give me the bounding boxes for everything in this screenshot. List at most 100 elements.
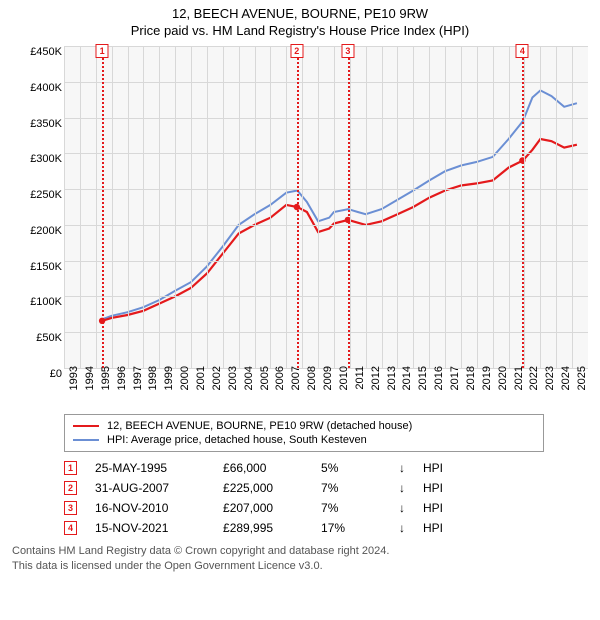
sale-marker-badge: 2: [64, 481, 77, 495]
sale-hpi-suffix: HPI: [423, 521, 443, 535]
x-gridline: [556, 46, 557, 368]
x-tick-label: 2009: [322, 366, 324, 404]
sale-arrow-icon: ↓: [399, 501, 405, 515]
x-tick-label: 2018: [465, 366, 467, 404]
y-tick-label: £400K: [28, 82, 62, 94]
x-tick-label: 2024: [560, 366, 562, 404]
x-tick-label: 1999: [163, 366, 165, 404]
x-gridline: [413, 46, 414, 368]
y-tick-label: £250K: [28, 189, 62, 201]
x-gridline: [207, 46, 208, 368]
x-gridline: [397, 46, 398, 368]
marker-badge: 1: [96, 44, 109, 58]
x-tick-label: 2008: [306, 366, 308, 404]
sale-marker-badge: 3: [64, 501, 77, 515]
marker-vline: [522, 46, 524, 368]
x-gridline: [80, 46, 81, 368]
x-gridline: [493, 46, 494, 368]
sale-pct: 7%: [321, 481, 381, 495]
legend-swatch: [73, 425, 99, 428]
legend-row: 12, BEECH AVENUE, BOURNE, PE10 9RW (deta…: [73, 419, 535, 433]
x-gridline: [429, 46, 430, 368]
sale-hpi-suffix: HPI: [423, 501, 443, 515]
x-tick-label: 2004: [243, 366, 245, 404]
x-gridline: [334, 46, 335, 368]
x-gridline: [286, 46, 287, 368]
x-tick-label: 1995: [100, 366, 102, 404]
chart-title-address: 12, BEECH AVENUE, BOURNE, PE10 9RW: [0, 6, 600, 21]
chart-area: 1234 £0£50K£100K£150K£200K£250K£300K£350…: [28, 46, 588, 406]
marker-badge: 3: [341, 44, 354, 58]
x-gridline: [318, 46, 319, 368]
x-tick-label: 1994: [84, 366, 86, 404]
x-gridline: [445, 46, 446, 368]
sale-date: 16-NOV-2010: [95, 501, 205, 515]
y-tick-label: £0: [28, 368, 62, 380]
x-tick-label: 1998: [147, 366, 149, 404]
x-tick-label: 2023: [544, 366, 546, 404]
footer-line-1: Contains HM Land Registry data © Crown c…: [12, 544, 588, 559]
sale-price: £207,000: [223, 501, 303, 515]
y-tick-label: £200K: [28, 225, 62, 237]
sale-arrow-icon: ↓: [399, 461, 405, 475]
x-tick-label: 2006: [274, 366, 276, 404]
x-gridline: [239, 46, 240, 368]
x-tick-label: 1993: [68, 366, 70, 404]
x-tick-label: 2022: [528, 366, 530, 404]
sale-row: 415-NOV-2021£289,99517%↓HPI: [64, 518, 544, 538]
x-gridline: [112, 46, 113, 368]
sale-hpi-suffix: HPI: [423, 481, 443, 495]
x-gridline: [540, 46, 541, 368]
x-tick-label: 2015: [417, 366, 419, 404]
sale-row: 125-MAY-1995£66,0005%↓HPI: [64, 458, 544, 478]
sale-price: £66,000: [223, 461, 303, 475]
sale-price: £225,000: [223, 481, 303, 495]
x-tick-label: 2016: [433, 366, 435, 404]
x-gridline: [382, 46, 383, 368]
sale-date: 31-AUG-2007: [95, 481, 205, 495]
x-gridline: [461, 46, 462, 368]
marker-badge: 2: [290, 44, 303, 58]
x-tick-label: 2013: [386, 366, 388, 404]
series-hpi: [102, 90, 577, 319]
y-tick-label: £100K: [28, 296, 62, 308]
x-gridline: [270, 46, 271, 368]
x-tick-label: 1996: [116, 366, 118, 404]
x-tick-label: 2002: [211, 366, 213, 404]
y-tick-label: £50K: [28, 332, 62, 344]
x-gridline: [302, 46, 303, 368]
y-tick-label: £300K: [28, 153, 62, 165]
series-price-paid: [102, 139, 577, 321]
x-gridline: [128, 46, 129, 368]
marker-vline: [102, 46, 104, 368]
x-gridline: [175, 46, 176, 368]
marker-badge: 4: [516, 44, 529, 58]
footer-attrib: Contains HM Land Registry data © Crown c…: [12, 544, 588, 574]
y-tick-label: £450K: [28, 46, 62, 58]
sale-row: 2 31-AUG-2007 £225,000 7% ↓ HPI: [64, 478, 544, 498]
x-tick-label: 2001: [195, 366, 197, 404]
sale-marker-badge: 1: [64, 461, 77, 475]
sales-table: 125-MAY-1995£66,0005%↓HPI231-AUG-2007£22…: [64, 458, 544, 538]
sale-pct: 7%: [321, 501, 381, 515]
footer-line-2: This data is licensed under the Open Gov…: [12, 559, 588, 574]
x-tick-label: 2025: [576, 366, 578, 404]
sale-arrow-icon: ↓: [399, 481, 405, 495]
x-tick-label: 2003: [227, 366, 229, 404]
legend-label: 12, BEECH AVENUE, BOURNE, PE10 9RW (deta…: [107, 420, 412, 432]
x-gridline: [477, 46, 478, 368]
x-tick-label: 2005: [259, 366, 261, 404]
x-tick-label: 2014: [401, 366, 403, 404]
x-gridline: [223, 46, 224, 368]
x-tick-label: 2011: [354, 366, 356, 404]
x-gridline: [572, 46, 573, 368]
x-tick-label: 2020: [497, 366, 499, 404]
x-tick-label: 2019: [481, 366, 483, 404]
x-tick-label: 2017: [449, 366, 451, 404]
x-gridline: [255, 46, 256, 368]
x-tick-label: 1997: [132, 366, 134, 404]
sale-hpi-suffix: HPI: [423, 461, 443, 475]
x-tick-label: 2007: [290, 366, 292, 404]
legend-label: HPI: Average price, detached house, Sout…: [107, 434, 367, 446]
sale-marker-badge: 4: [64, 521, 77, 535]
